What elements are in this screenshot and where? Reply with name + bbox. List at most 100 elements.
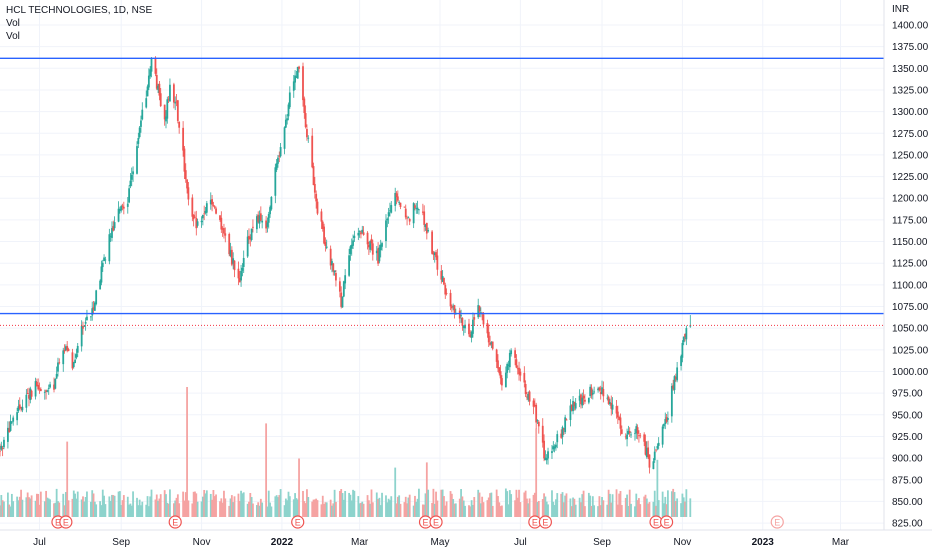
- candle[interactable]: [618, 415, 621, 421]
- candle[interactable]: [416, 200, 419, 214]
- candle[interactable]: [219, 215, 221, 222]
- candle[interactable]: [0, 441, 3, 451]
- candle[interactable]: [590, 384, 593, 399]
- candle[interactable]: [441, 269, 444, 283]
- candle[interactable]: [331, 258, 333, 273]
- candle[interactable]: [37, 378, 40, 391]
- candle[interactable]: [228, 232, 231, 257]
- candle[interactable]: [458, 307, 461, 324]
- candle[interactable]: [103, 254, 105, 262]
- candle[interactable]: [63, 344, 66, 354]
- candle[interactable]: [572, 395, 574, 415]
- candle[interactable]: [680, 354, 682, 371]
- candle[interactable]: [602, 381, 605, 403]
- candle[interactable]: [661, 424, 664, 448]
- candle[interactable]: [82, 321, 84, 335]
- candle[interactable]: [508, 349, 511, 373]
- candle[interactable]: [598, 386, 601, 392]
- candle[interactable]: [377, 242, 379, 267]
- candle[interactable]: [75, 348, 78, 360]
- candle[interactable]: [165, 110, 167, 129]
- candle[interactable]: [154, 56, 157, 77]
- candle[interactable]: [194, 211, 196, 219]
- candle[interactable]: [287, 102, 290, 121]
- candle[interactable]: [552, 441, 555, 452]
- candle[interactable]: [35, 378, 38, 387]
- candle[interactable]: [129, 173, 132, 189]
- candle[interactable]: [663, 423, 665, 429]
- candle[interactable]: [296, 66, 299, 79]
- candle[interactable]: [362, 226, 365, 236]
- candle[interactable]: [0, 443, 1, 457]
- candle[interactable]: [468, 318, 470, 337]
- candle[interactable]: [8, 421, 11, 433]
- candle[interactable]: [569, 399, 572, 427]
- earnings-marker[interactable]: E: [418, 515, 433, 529]
- candle[interactable]: [607, 395, 610, 405]
- candle[interactable]: [121, 203, 124, 211]
- candle[interactable]: [644, 434, 647, 456]
- candle[interactable]: [574, 398, 577, 411]
- candle[interactable]: [16, 407, 19, 426]
- candle[interactable]: [215, 206, 217, 215]
- candle[interactable]: [18, 397, 21, 410]
- candle[interactable]: [335, 269, 337, 287]
- price-axis[interactable]: [884, 0, 932, 550]
- candle[interactable]: [634, 428, 636, 441]
- candle[interactable]: [606, 394, 609, 401]
- candle[interactable]: [348, 248, 351, 277]
- candle[interactable]: [150, 56, 153, 78]
- candle[interactable]: [221, 226, 224, 237]
- candle[interactable]: [375, 246, 378, 261]
- candle[interactable]: [147, 68, 150, 91]
- candle[interactable]: [425, 222, 428, 240]
- candle[interactable]: [9, 414, 12, 432]
- candle[interactable]: [619, 413, 622, 436]
- candle[interactable]: [547, 447, 549, 465]
- candle[interactable]: [183, 145, 186, 180]
- candle[interactable]: [555, 442, 557, 451]
- candle[interactable]: [111, 221, 113, 242]
- candle[interactable]: [620, 425, 623, 435]
- candle[interactable]: [674, 373, 677, 382]
- candle[interactable]: [220, 211, 223, 233]
- candle[interactable]: [324, 237, 327, 252]
- candle[interactable]: [30, 389, 33, 400]
- candle[interactable]: [146, 84, 149, 97]
- candle[interactable]: [487, 324, 490, 347]
- candle[interactable]: [685, 325, 688, 346]
- candle[interactable]: [240, 264, 242, 287]
- candle[interactable]: [201, 214, 204, 226]
- earnings-marker[interactable]: E: [659, 515, 674, 529]
- candle[interactable]: [541, 418, 544, 448]
- candle[interactable]: [295, 70, 298, 78]
- candle[interactable]: [443, 277, 445, 286]
- candle[interactable]: [665, 413, 668, 424]
- candle[interactable]: [564, 414, 567, 435]
- candle[interactable]: [176, 99, 179, 124]
- candle[interactable]: [532, 398, 535, 415]
- candle[interactable]: [647, 440, 650, 460]
- candle[interactable]: [589, 384, 592, 398]
- candle[interactable]: [100, 260, 103, 286]
- candle[interactable]: [47, 384, 50, 395]
- candle[interactable]: [424, 223, 427, 231]
- candle[interactable]: [593, 386, 596, 395]
- candle[interactable]: [252, 219, 254, 233]
- candle[interactable]: [204, 206, 207, 215]
- candle[interactable]: [191, 194, 194, 222]
- candle[interactable]: [514, 347, 516, 366]
- candle[interactable]: [615, 400, 618, 419]
- candle[interactable]: [533, 398, 536, 408]
- candle[interactable]: [440, 265, 443, 284]
- candle[interactable]: [431, 230, 433, 255]
- candle[interactable]: [145, 90, 148, 109]
- earnings-marker[interactable]: E: [168, 515, 182, 529]
- candle[interactable]: [39, 387, 42, 392]
- candle[interactable]: [313, 176, 316, 199]
- candle[interactable]: [349, 245, 352, 261]
- candle[interactable]: [167, 95, 170, 103]
- candle[interactable]: [141, 102, 144, 121]
- candle[interactable]: [306, 124, 308, 141]
- candle[interactable]: [407, 216, 410, 219]
